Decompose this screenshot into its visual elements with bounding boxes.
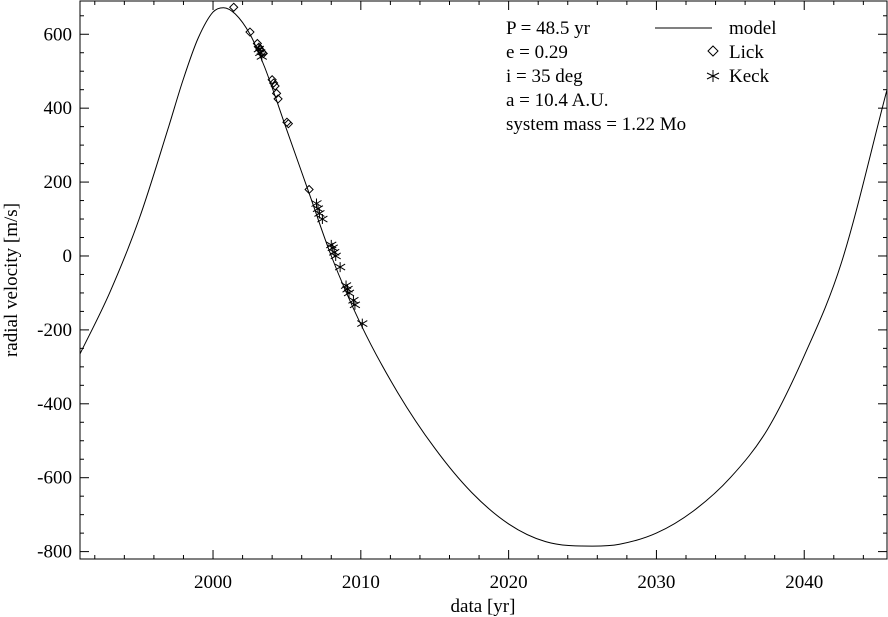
parameter-annotations: P = 48.5 yr e = 0.29 i = 35 deg a = 10.4… (506, 18, 686, 135)
keck-point (340, 280, 352, 291)
y-tick-label: 400 (44, 98, 73, 119)
legend-keck-marker (706, 70, 720, 82)
y-axis-title: radial velocity [m/s] (1, 203, 22, 357)
axis-ticks (80, 1, 887, 559)
annotation-period: P = 48.5 yr (506, 18, 591, 39)
x-tick-label: 2030 (637, 572, 675, 593)
lick-point (245, 27, 255, 37)
y-tick-label: -400 (37, 394, 72, 415)
x-tick-label: 2020 (490, 572, 528, 593)
keck-point (334, 262, 346, 273)
lick-point (252, 38, 263, 49)
x-tick-labels: 2000 2010 2020 2030 2040 (194, 572, 823, 593)
x-tick-label: 2040 (785, 572, 823, 593)
lick-point (271, 88, 282, 99)
series-layer (79, 2, 888, 547)
keck-point (343, 287, 355, 298)
y-tick-label: 600 (44, 24, 73, 45)
y-tick-label: -600 (37, 468, 72, 489)
y-tick-label: 0 (63, 246, 73, 267)
lick-point (267, 75, 277, 85)
legend-lick-marker (707, 45, 719, 57)
keck-point (349, 299, 361, 310)
lick-point (283, 118, 294, 129)
keck-point (342, 284, 353, 295)
x-tick-label: 2000 (194, 572, 232, 593)
legend: model Lick Keck (655, 18, 777, 87)
model-curve (79, 7, 888, 547)
annotation-semimajor-axis: a = 10.4 A.U. (506, 90, 609, 111)
lick-point (273, 94, 283, 104)
lick-point (229, 2, 239, 12)
lick-point (270, 81, 280, 91)
legend-model-label: model (729, 18, 777, 39)
keck-point (256, 51, 268, 62)
lick-point (304, 184, 314, 195)
keck-point (317, 214, 328, 225)
annotation-eccentricity: e = 0.29 (506, 42, 568, 63)
x-axis-title: data [yr] (451, 596, 516, 617)
y-tick-label: 200 (44, 172, 73, 193)
x-tick-label: 2010 (342, 572, 380, 593)
legend-lick-label: Lick (729, 42, 764, 63)
y-tick-label: -200 (37, 320, 72, 341)
keck-point (330, 250, 341, 261)
plot-frame (79, 0, 888, 560)
annotation-system-mass: system mass = 1.22 Mo (506, 114, 686, 135)
keck-point (357, 318, 368, 329)
legend-keck-label: Keck (729, 66, 770, 87)
y-tick-label: -800 (37, 542, 72, 563)
annotation-inclination: i = 35 deg (506, 66, 583, 87)
y-tick-labels: -800 -600 -400 -200 0 200 400 600 (37, 24, 72, 562)
lick-point (268, 78, 279, 88)
